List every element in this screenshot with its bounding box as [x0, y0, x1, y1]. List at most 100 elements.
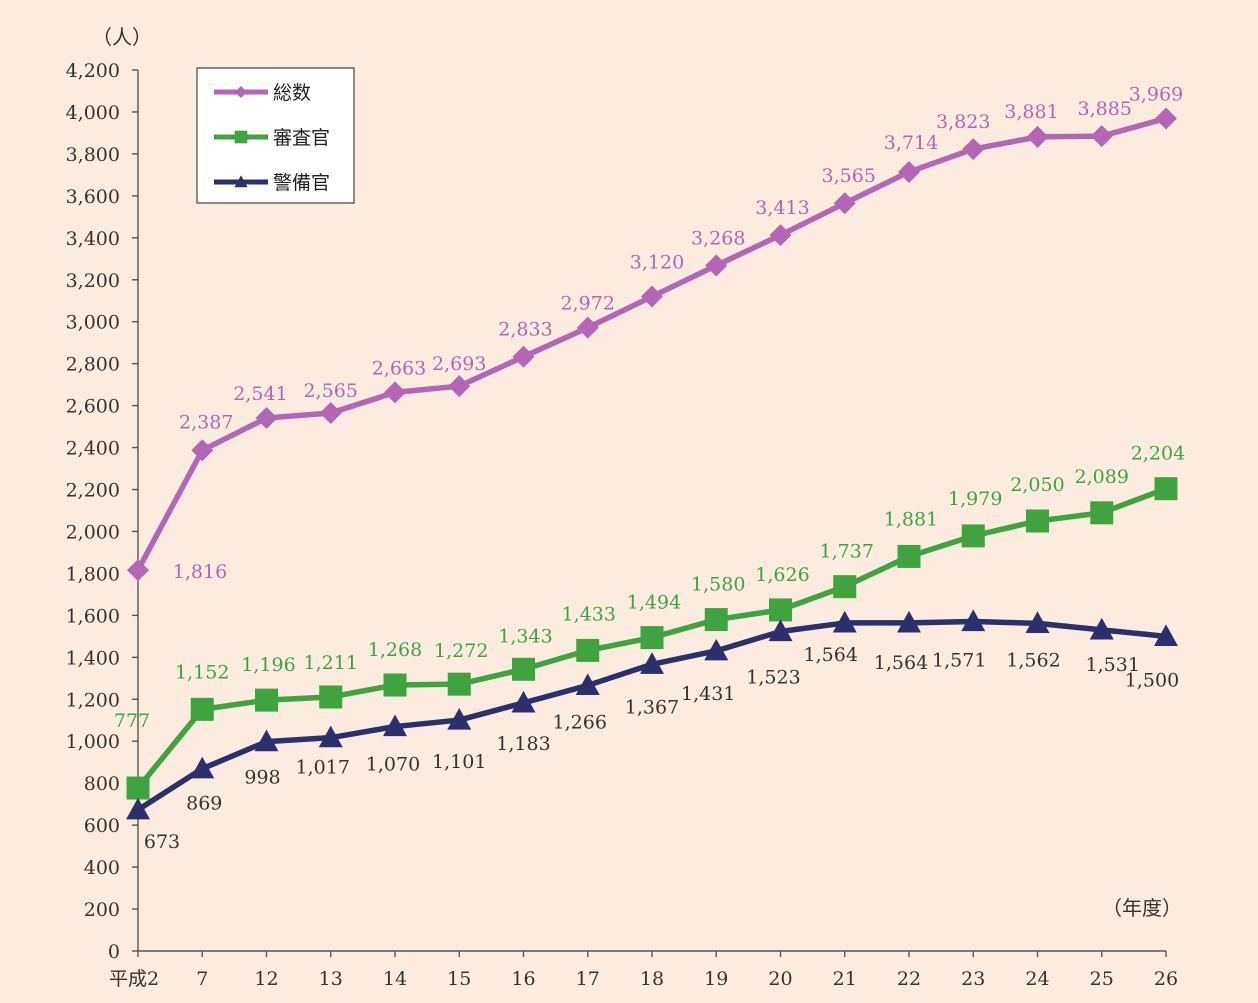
legend-item: 審査官 [214, 127, 330, 149]
y-tick-label: 2,800 [66, 354, 120, 376]
data-point [575, 673, 600, 696]
data-point [1090, 125, 1113, 148]
data-point [318, 725, 343, 748]
data-label: 1,101 [432, 751, 486, 773]
data-label: 1,562 [1006, 649, 1060, 671]
data-label: 3,268 [691, 227, 745, 249]
data-label: 1,531 [1086, 654, 1140, 676]
data-point [641, 285, 663, 308]
data-label: 673 [144, 831, 180, 853]
x-tick-label: 21 [833, 968, 857, 990]
data-point [1026, 125, 1049, 148]
data-label: 1,580 [691, 574, 745, 596]
y-axis-ticks: 0 200 400 600 800 1,000 1,200 1,400 1,600 1,800 2,… [66, 60, 138, 963]
y-tick-label: 3,600 [66, 186, 120, 208]
data-point [1026, 509, 1049, 533]
x-tick-label: 26 [1154, 968, 1178, 990]
y-axis-unit-label: （人） [92, 25, 152, 49]
y-tick-label: 1,400 [66, 647, 120, 669]
y-tick-label: 400 [84, 857, 120, 879]
data-point [1025, 611, 1050, 633]
data-label: 1,070 [366, 754, 420, 776]
data-label: 1,017 [296, 757, 350, 779]
data-label: 1,431 [681, 683, 735, 705]
x-tick-label: 23 [961, 968, 985, 990]
data-point [512, 345, 535, 368]
data-point [255, 406, 278, 429]
data-point [833, 575, 857, 599]
data-point [962, 138, 985, 161]
series-layer [126, 107, 1178, 820]
data-point [447, 708, 472, 730]
data-label: 3,413 [755, 197, 809, 219]
y-tick-label: 1,000 [66, 731, 120, 753]
x-tick-label: 18 [640, 968, 664, 990]
legend-swatch-marker [234, 130, 248, 144]
data-point [383, 714, 407, 737]
data-point [640, 652, 664, 674]
data-point [833, 192, 856, 215]
x-tick-label: 7 [196, 968, 208, 990]
data-point [1155, 107, 1177, 130]
data-label: 1,343 [498, 625, 552, 647]
data-point [704, 608, 728, 632]
data-point [254, 729, 279, 752]
y-tick-label: 200 [84, 899, 120, 921]
x-tick-label: 12 [254, 968, 278, 990]
data-label: 2,693 [432, 353, 486, 375]
data-label: 2,050 [1010, 474, 1064, 496]
x-tick-label: 20 [768, 968, 792, 990]
data-label: 1,494 [627, 592, 681, 614]
y-tick-label: 4,200 [66, 60, 120, 82]
data-point [126, 797, 150, 820]
data-point [705, 254, 728, 277]
y-tick-label: 0 [108, 941, 120, 963]
data-point [640, 626, 664, 650]
data-label: 2,663 [372, 357, 426, 379]
legend-swatch-marker [234, 175, 248, 188]
x-tick-label: 24 [1025, 968, 1049, 990]
data-point [190, 756, 215, 779]
data-label: 1,266 [553, 711, 607, 733]
data-label: 1,523 [746, 667, 800, 689]
data-label: 1,979 [948, 488, 1002, 510]
data-label: 998 [244, 767, 280, 789]
data-point [769, 598, 792, 622]
x-tick-label: 17 [576, 968, 600, 990]
data-label: 1,626 [755, 564, 809, 586]
data-label: 3,881 [1004, 101, 1058, 123]
y-tick-label: 3,200 [66, 270, 120, 292]
data-point [704, 638, 729, 661]
data-label: 1,564 [804, 644, 858, 666]
data-point [961, 524, 985, 548]
data-point [255, 688, 278, 712]
data-label: 2,204 [1131, 443, 1185, 465]
data-point [126, 776, 150, 800]
data-label: 2,541 [233, 383, 287, 405]
x-tick-label: 13 [319, 968, 343, 990]
data-label: 2,089 [1075, 466, 1129, 488]
y-tick-label: 2,400 [66, 438, 120, 460]
x-axis-unit-label: （年度） [1102, 896, 1182, 920]
data-point [769, 224, 792, 247]
data-point [961, 609, 986, 632]
x-tick-label: 22 [897, 968, 921, 990]
data-point [1154, 624, 1178, 646]
legend-item: 警備官 [214, 172, 330, 194]
data-point [319, 685, 343, 709]
data-point [768, 619, 793, 642]
x-tick-label: 平成2 [109, 968, 159, 990]
y-tick-label: 2,200 [66, 480, 120, 502]
data-point [127, 559, 149, 582]
data-point [384, 381, 406, 404]
data-label: 1,367 [625, 696, 679, 718]
data-point [576, 638, 600, 662]
data-point [191, 439, 214, 462]
data-label: 3,969 [1129, 83, 1183, 105]
legend-label: 警備官 [273, 172, 330, 194]
y-tick-label: 3,800 [66, 144, 120, 166]
data-label: 2,833 [498, 319, 552, 341]
